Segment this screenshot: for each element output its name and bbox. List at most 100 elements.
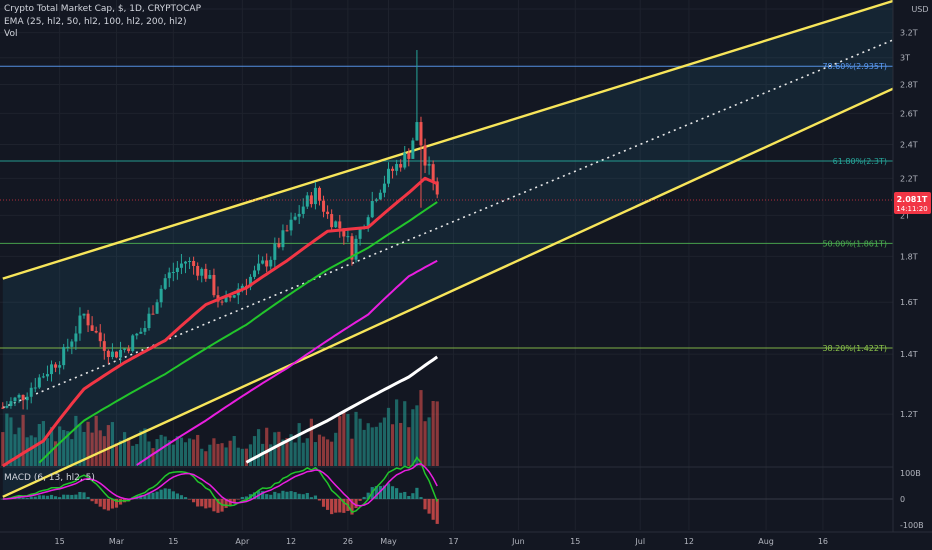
macd-histogram-bar (240, 496, 244, 499)
candle-body (253, 270, 257, 277)
volume-bar (143, 428, 147, 466)
volume-bar (49, 427, 54, 466)
volume-bar (58, 426, 62, 466)
macd-histogram-bar (70, 494, 74, 499)
macd-histogram-bar (374, 486, 378, 499)
volume-bar (350, 438, 354, 466)
candle-body (342, 228, 346, 237)
candle-body (135, 333, 139, 336)
macd-histogram-bar (155, 491, 159, 499)
candle-body (50, 364, 54, 375)
volume-bar (252, 436, 257, 466)
macd-histogram-bar (200, 499, 204, 507)
macd-histogram-bar (399, 492, 403, 499)
volume-bar (399, 422, 403, 466)
candle-body (265, 260, 269, 267)
time-tick: 16 (818, 537, 828, 546)
volume-bar (175, 436, 179, 466)
candle-body (382, 183, 386, 193)
macd-histogram-bar (171, 491, 175, 499)
candle-body (200, 268, 204, 276)
volume-bar (131, 445, 135, 466)
macd-histogram-bar (431, 499, 435, 520)
price-tick: 2.2T (900, 174, 918, 183)
volume-bar (94, 415, 98, 466)
volume-bar (407, 427, 411, 466)
legend-vol[interactable]: Vol (4, 29, 18, 39)
volume-bar (82, 431, 86, 466)
macd-histogram-bar (338, 499, 342, 513)
candle-body (317, 187, 321, 201)
candle-body (163, 278, 167, 289)
volume-bar (98, 430, 102, 466)
candle-body (98, 332, 102, 342)
time-tick: 15 (570, 537, 580, 546)
macd-histogram-bar (317, 499, 322, 501)
macd-histogram-bar (273, 491, 277, 499)
macd-histogram-bar (33, 496, 37, 499)
channel-lower (2, 86, 897, 498)
volume-bar (330, 441, 334, 466)
volume-bar (224, 447, 228, 466)
volume-bar (21, 414, 25, 466)
volume-bar (427, 417, 431, 466)
volume-bar (29, 435, 33, 466)
candle-body (374, 199, 378, 201)
volume-bar (62, 430, 66, 466)
macd-histogram-bar (179, 495, 184, 499)
time-axis[interactable]: 15 Mar 15 Apr 12 26 May 17 Jun 15 Jul 12 Aug 16 (0, 531, 932, 550)
macd-histogram-bar (118, 499, 123, 505)
legend-ema[interactable]: EMA (25, hl2, 50, hl2, 100, hl2, 200, hl… (4, 17, 187, 27)
candle-body (322, 200, 326, 212)
candle-body (212, 274, 216, 296)
volume-bar (297, 423, 301, 466)
time-tick: Aug (758, 537, 774, 546)
macd-histogram-bar (21, 497, 25, 499)
macd-histogram-bar (342, 499, 346, 513)
candle-body (220, 301, 224, 303)
volume-bar (321, 436, 326, 466)
volume-bar (192, 439, 196, 466)
volume-bar (183, 442, 188, 466)
macd-histogram-bar (147, 492, 151, 499)
time-tick: 12 (684, 537, 694, 546)
candle-body (82, 313, 86, 316)
candle-body (74, 333, 78, 342)
candle-body (37, 377, 41, 388)
candle-body (119, 349, 123, 358)
volume-bar (309, 418, 313, 466)
candle-body (431, 164, 435, 182)
candle-body (151, 313, 155, 315)
volume-bar (5, 413, 9, 466)
legend-macd[interactable]: MACD (6, 13, hl2, 5) (4, 473, 95, 483)
price-tick: 2.6T (900, 109, 918, 118)
volume-bar (362, 429, 366, 466)
channel-fill (2, 0, 897, 497)
macd-histogram-bar (419, 497, 423, 499)
volume-bar (370, 427, 374, 466)
volume-bar (382, 417, 387, 466)
candle-body (261, 260, 265, 264)
parallel-channel[interactable] (2, 0, 897, 498)
volume-bar (159, 434, 163, 466)
macd-histogram-bar (326, 499, 330, 510)
price-axis[interactable]: USD 3.2T 3T 2.8T 2.6T 2.4T 2.2T 2T 1.8T 1.6T 1.4T 1… (892, 0, 932, 550)
legend-symbol[interactable]: Crypto Total Market Cap, $, 1D, CRYPTOCA… (4, 4, 201, 14)
macd-histogram-bar (289, 491, 293, 499)
macd-histogram-bar (423, 499, 427, 510)
macd-histogram-bar (277, 493, 281, 499)
candle-body (9, 401, 13, 406)
volume-bar (212, 438, 216, 466)
macd-histogram-bar (175, 493, 179, 499)
volume-bar (313, 442, 318, 466)
macd-histogram-bar (236, 499, 240, 500)
candle-body (13, 397, 17, 402)
macd-histogram-bar (196, 499, 200, 507)
volume-bar (110, 422, 115, 466)
price-axis-bg (893, 0, 932, 550)
candle-body (423, 145, 427, 166)
candle-body (208, 274, 212, 279)
channel-area (2, 0, 897, 497)
